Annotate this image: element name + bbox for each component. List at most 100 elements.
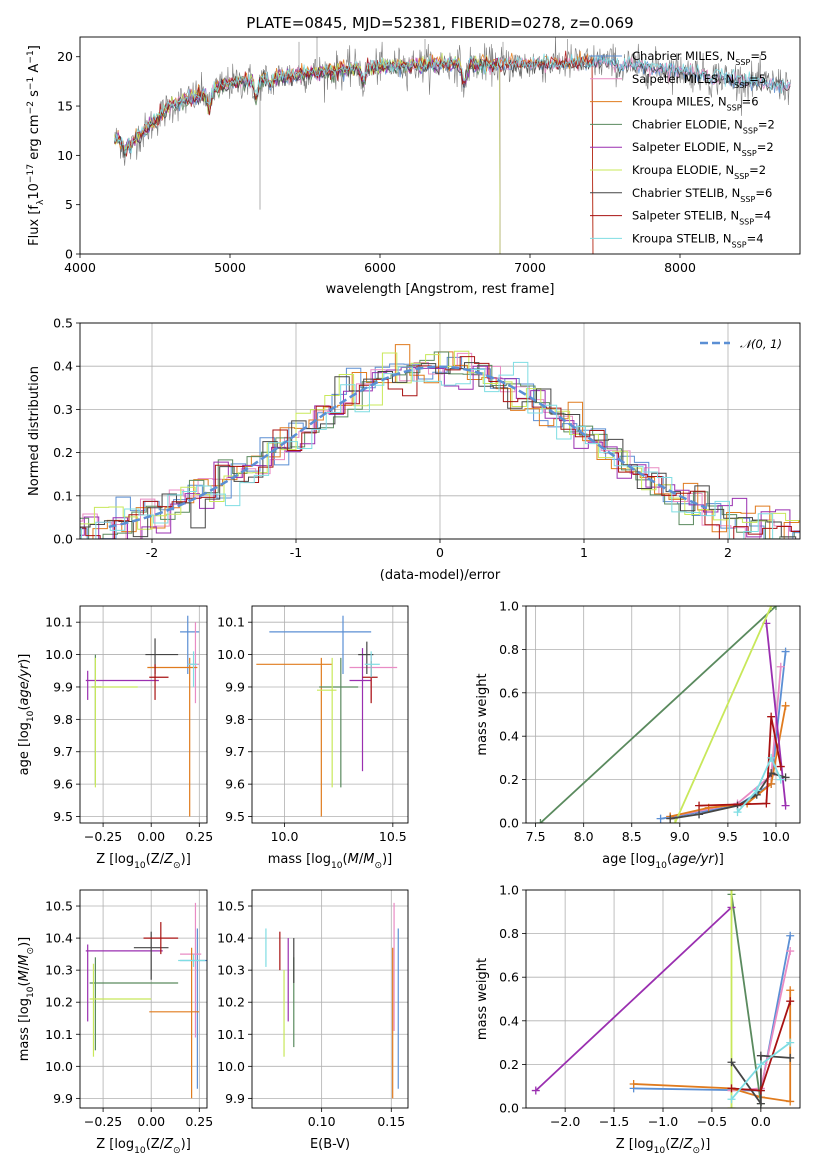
x-tick-label: 10.0 bbox=[271, 829, 299, 844]
y-tick-label: 10.3 bbox=[217, 963, 245, 978]
data-point-marker bbox=[776, 762, 785, 771]
data-point-marker bbox=[781, 701, 790, 710]
x-tick-label: 0.00 bbox=[137, 829, 165, 844]
x-tick-label: 0.25 bbox=[185, 1114, 213, 1129]
y-tick-label: 0.3 bbox=[53, 402, 73, 417]
y-tick-label: 10.0 bbox=[45, 647, 73, 662]
model-series-line bbox=[114, 50, 594, 254]
weight_vs_Z-chart: −2.0 −1.5 −1.0 −0.5 0.0 0.0 0.2 0.4 0.6 0.8 1.0 Z [… bbox=[475, 883, 801, 1156]
weight-series-line bbox=[736, 755, 782, 813]
data-point-marker bbox=[727, 1058, 736, 1067]
legend-entry: Kroupa ELODIE, NSSP=2 bbox=[632, 163, 766, 181]
chart-title: PLATE=0845, MJD=52381, FIBERID=0278, z=0… bbox=[246, 14, 633, 32]
axes-frame bbox=[525, 605, 801, 824]
y-tick-label: 0.0 bbox=[499, 816, 519, 831]
data-point-marker bbox=[781, 801, 790, 810]
histogram-series bbox=[80, 365, 800, 539]
x-axis-label: (data-model)/error bbox=[380, 568, 501, 583]
histogram-series bbox=[80, 361, 800, 539]
histogram-plot-area bbox=[80, 344, 800, 539]
spectrum-plot-area bbox=[114, 37, 791, 254]
x-tick-label: -1 bbox=[290, 545, 302, 560]
x-tick-label: 5000 bbox=[214, 260, 246, 275]
data-point-marker bbox=[733, 808, 742, 817]
weight_vs_age-plot-area bbox=[536, 606, 790, 823]
data-point-marker bbox=[776, 662, 785, 671]
data-point-marker bbox=[776, 775, 785, 784]
x-tick-label: 7000 bbox=[514, 260, 546, 275]
y-tick-label: 9.5 bbox=[53, 809, 73, 824]
x-tick-label: 7.5 bbox=[526, 829, 546, 844]
x-axis-label: Z [log10(Z/Z⊙)] bbox=[96, 852, 191, 871]
y-tick-label: 10.2 bbox=[45, 995, 73, 1010]
y-tick-label: 10.1 bbox=[45, 615, 73, 630]
model-series-line bbox=[114, 53, 791, 158]
y-tick-label: 0 bbox=[65, 247, 73, 262]
model-series-line bbox=[114, 50, 594, 254]
weight-series-line bbox=[765, 623, 787, 806]
mass_vs_EBV-chart: 0.10 0.15 9.9 10.0 10.1 10.2 10.3 10.4 10.5 E(B-V… bbox=[217, 889, 409, 1152]
x-axis-label: Z [log10(Z/Z⊙)] bbox=[96, 1137, 191, 1156]
data-point-marker bbox=[767, 753, 776, 762]
y-tick-label: 10.1 bbox=[217, 1027, 245, 1042]
data-point-marker bbox=[786, 986, 795, 995]
y-tick-label: 9.9 bbox=[225, 679, 245, 694]
data-point-marker bbox=[752, 786, 761, 795]
y-tick-label: 10.4 bbox=[45, 931, 73, 946]
y-tick-label: 10.1 bbox=[45, 1027, 73, 1042]
x-tick-label: 8.5 bbox=[622, 829, 642, 844]
y-tick-label: 20 bbox=[57, 49, 73, 64]
weight_vs_Z-plot-area bbox=[531, 890, 795, 1108]
data-point-marker bbox=[786, 1097, 795, 1106]
y-tick-label: 10.0 bbox=[217, 1059, 245, 1074]
data-point-marker bbox=[786, 1038, 795, 1047]
data-point-marker bbox=[767, 712, 776, 721]
axes-frame bbox=[251, 889, 409, 1109]
weight-series-line bbox=[539, 606, 777, 823]
y-tick-label: 9.6 bbox=[225, 777, 245, 792]
x-axis-label: mass [log10(M/M⊙)] bbox=[268, 852, 392, 871]
x-tick-label: −0.25 bbox=[84, 1114, 122, 1129]
y-tick-label: 1.0 bbox=[499, 883, 519, 898]
data-point-marker bbox=[781, 647, 790, 656]
legend: 𝒩(0, 1) bbox=[700, 337, 782, 351]
y-tick-label: 10.0 bbox=[45, 1059, 73, 1074]
y-axis-label: age [log10(age/yr)] bbox=[17, 654, 36, 776]
x-tick-label: 9.5 bbox=[718, 829, 738, 844]
data-point-marker bbox=[666, 814, 675, 823]
histogram-series bbox=[80, 352, 800, 539]
weight_vs_age-chart: 7.5 8.0 8.5 9.0 9.5 10.0 0.0 0.2 0.4 0.6 0.8 1.0 age… bbox=[475, 599, 801, 871]
y-tick-label: 0.2 bbox=[499, 1057, 519, 1072]
y-tick-label: 0.6 bbox=[499, 970, 519, 985]
weight-series-line bbox=[730, 894, 762, 1104]
y-tick-label: 9.9 bbox=[53, 1091, 73, 1106]
y-tick-label: 9.7 bbox=[225, 744, 245, 759]
data-point-marker bbox=[756, 1099, 765, 1108]
y-tick-label: 0.4 bbox=[499, 729, 519, 744]
data-point-marker bbox=[786, 931, 795, 940]
y-tick-label: 10.0 bbox=[217, 647, 245, 662]
x-tick-label: 0.0 bbox=[751, 1114, 771, 1129]
y-tick-label: 0.2 bbox=[499, 772, 519, 787]
x-tick-label: 8.0 bbox=[574, 829, 594, 844]
x-tick-label: 0.00 bbox=[137, 1114, 165, 1129]
y-tick-label: 0.8 bbox=[499, 926, 519, 941]
y-tick-label: 10.1 bbox=[217, 615, 245, 630]
y-tick-label: 0.0 bbox=[499, 1101, 519, 1116]
y-tick-label: 1.0 bbox=[499, 599, 519, 614]
x-tick-label: 1 bbox=[580, 545, 588, 560]
x-tick-label: -2 bbox=[146, 545, 158, 560]
mass_vs_Z-chart: −0.25 0.00 0.25 9.9 10.0 10.1 10.2 10.3 10.4 10.5… bbox=[17, 889, 213, 1156]
data-point-marker bbox=[786, 1053, 795, 1062]
x-tick-label: −2.0 bbox=[550, 1114, 580, 1129]
data-point-marker bbox=[671, 819, 680, 823]
axes-frame bbox=[79, 889, 208, 1109]
y-axis-label: mass weight bbox=[475, 958, 490, 1040]
y-tick-label: 15 bbox=[57, 99, 73, 114]
x-tick-label: −0.5 bbox=[697, 1114, 727, 1129]
y-tick-label: 10.5 bbox=[217, 899, 245, 914]
y-tick-label: 9.7 bbox=[53, 744, 73, 759]
x-tick-label: 0.10 bbox=[308, 1114, 336, 1129]
data-point-marker bbox=[656, 814, 665, 823]
